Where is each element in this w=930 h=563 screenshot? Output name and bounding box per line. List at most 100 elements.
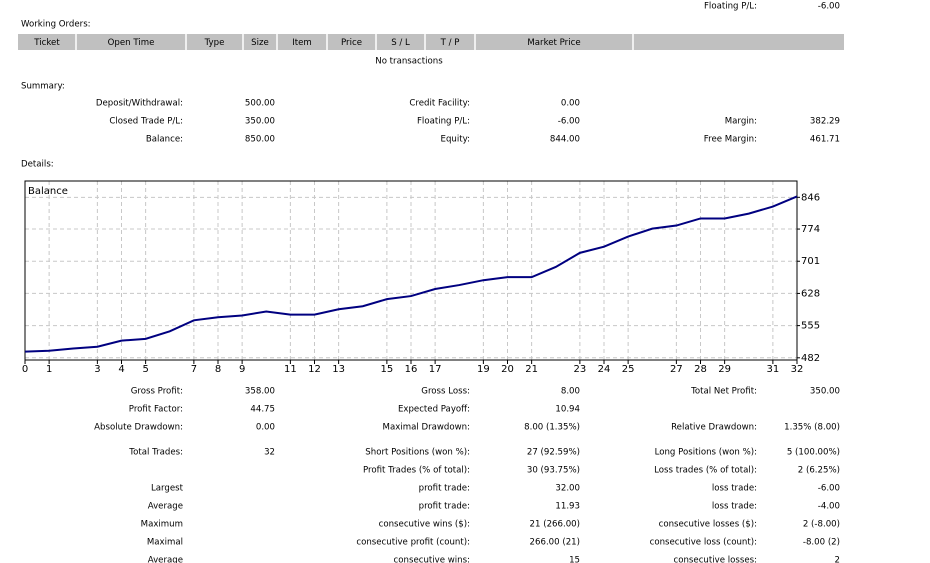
- field-label: Deposit/Withdrawal:: [96, 99, 183, 109]
- section-title: Summary:: [21, 82, 65, 92]
- field-label: Floating P/L:: [417, 117, 470, 127]
- field-label: profit trade:: [419, 502, 470, 512]
- x-tick-label: 16: [405, 364, 418, 375]
- x-tick-label: 12: [308, 364, 321, 375]
- x-tick-label: 27: [670, 364, 683, 375]
- field-value: 358.00: [245, 387, 275, 397]
- x-tick-label: 4: [118, 364, 124, 375]
- field-label: Closed Trade P/L:: [109, 117, 183, 127]
- field-value: 350.00: [810, 387, 840, 397]
- x-tick-label: 32: [791, 364, 804, 375]
- x-tick-label: 20: [501, 364, 514, 375]
- y-tick-label: 701: [801, 256, 820, 267]
- field-value: 500.00: [245, 99, 275, 109]
- field-value: 30 (93.75%): [527, 466, 580, 476]
- y-tick-label: 846: [801, 192, 820, 203]
- column-header: T / P: [440, 38, 460, 48]
- field-value: 0.00: [256, 423, 275, 433]
- x-tick-label: 24: [598, 364, 611, 375]
- column-header: Size: [251, 38, 269, 48]
- field-label: Relative Drawdown:: [671, 423, 757, 433]
- field-value: 21 (266.00): [530, 520, 580, 530]
- field-label: Short Positions (won %):: [365, 448, 470, 458]
- x-tick-label: 23: [574, 364, 587, 375]
- column-header: Type: [204, 38, 225, 48]
- field-value: 0.00: [561, 99, 580, 109]
- field-label: Loss trades (% of total):: [654, 466, 757, 476]
- field-value: 8.00: [561, 387, 580, 397]
- field-label: Profit Factor:: [129, 405, 183, 415]
- field-label: Balance:: [146, 135, 183, 145]
- field-value: 10.94: [555, 405, 580, 415]
- field-label: consecutive loss (count):: [650, 538, 757, 548]
- x-tick-label: 28: [694, 364, 707, 375]
- column-header: Item: [292, 38, 312, 48]
- field-value: -8.00 (2): [803, 538, 840, 548]
- column-header: Price: [341, 38, 362, 48]
- field-value: 2 (-8.00): [803, 520, 840, 530]
- x-tick-label: 1: [46, 364, 52, 375]
- field-value: 32.00: [555, 484, 580, 494]
- x-tick-label: 15: [381, 364, 394, 375]
- chart-title: Balance: [28, 186, 68, 197]
- field-value: 382.29: [810, 117, 840, 127]
- field-value: 32: [264, 448, 275, 458]
- top-value: -6.00: [818, 2, 840, 12]
- field-label: consecutive losses:: [674, 556, 758, 563]
- field-value: 27 (92.59%): [527, 448, 580, 458]
- field-label: Average: [148, 502, 183, 512]
- x-tick-label: 17: [429, 364, 442, 375]
- section-title: Working Orders:: [21, 20, 91, 30]
- field-value: -6.00: [558, 117, 580, 127]
- field-value: 1.35% (8.00): [784, 423, 840, 433]
- field-label: Profit Trades (% of total):: [363, 466, 470, 476]
- column-header: S / L: [391, 38, 410, 48]
- field-label: Gross Profit:: [131, 387, 183, 397]
- x-tick-label: 0: [22, 364, 28, 375]
- field-value: 15: [569, 556, 580, 563]
- field-label: Maximum: [141, 520, 183, 530]
- field-label: Maximal Drawdown:: [383, 423, 470, 433]
- field-value: 266.00 (21): [530, 538, 580, 548]
- field-label: Largest: [151, 484, 184, 494]
- column-header: Ticket: [33, 38, 60, 48]
- field-label: Expected Payoff:: [398, 405, 470, 415]
- field-label: Total Net Profit:: [690, 387, 757, 397]
- field-value: 8.00 (1.35%): [524, 423, 580, 433]
- field-label: consecutive wins ($):: [379, 520, 470, 530]
- top-label: Floating P/L:: [704, 2, 757, 12]
- field-label: consecutive wins:: [394, 556, 470, 563]
- field-label: Long Positions (won %):: [655, 448, 757, 458]
- field-label: consecutive losses ($):: [659, 520, 757, 530]
- plot-frame: [24, 180, 798, 361]
- y-tick-label: 482: [801, 353, 820, 364]
- field-value: -4.00: [818, 502, 840, 512]
- field-label: Maximal: [147, 538, 183, 548]
- field-value: 44.75: [250, 405, 275, 415]
- column-header: Market Price: [527, 38, 580, 48]
- field-label: consecutive profit (count):: [356, 538, 470, 548]
- column-header: Open Time: [108, 38, 155, 48]
- field-value: 2 (6.25%): [798, 466, 840, 476]
- x-tick-label: 21: [525, 364, 538, 375]
- y-tick-label: 555: [801, 321, 820, 332]
- field-label: Absolute Drawdown:: [94, 423, 183, 433]
- x-tick-label: 5: [142, 364, 148, 375]
- field-value: 11.93: [555, 502, 580, 512]
- x-tick-label: 29: [718, 364, 731, 375]
- field-label: loss trade:: [712, 502, 757, 512]
- balance-line: [24, 195, 798, 353]
- y-tick-label: 628: [801, 288, 820, 299]
- x-tick-label: 7: [191, 364, 197, 375]
- balance-chart: 0 1 3 4 5 7 8 9 11 12 13 15 16 17 19 20 21 23 24 25 27 28 29 31…: [22, 180, 820, 375]
- field-value: -6.00: [818, 484, 840, 494]
- x-tick-label: 25: [622, 364, 635, 375]
- field-label: profit trade:: [419, 484, 470, 494]
- x-tick-label: 11: [284, 364, 297, 375]
- x-tick-label: 8: [215, 364, 221, 375]
- field-value: 850.00: [245, 135, 275, 145]
- x-tick-label: 13: [332, 364, 345, 375]
- y-tick-label: 774: [801, 224, 820, 235]
- section-title: Details:: [21, 160, 54, 170]
